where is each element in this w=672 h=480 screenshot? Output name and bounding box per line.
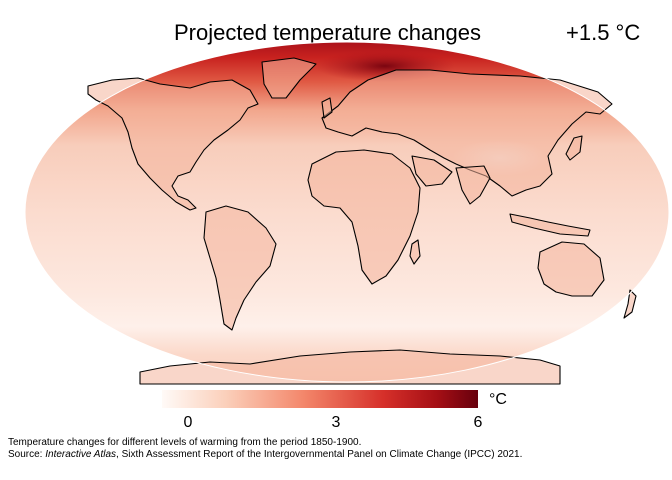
uk [321, 97, 333, 119]
map-border [24, 41, 670, 383]
australia [537, 241, 605, 297]
japan [565, 135, 583, 161]
continent-outlines [87, 57, 637, 385]
caption-source-atlas: Interactive Atlas [45, 449, 117, 460]
colorbar-tick-0: 0 [183, 414, 193, 431]
map-title: Projected temperature changes [174, 20, 481, 45]
new-zealand [623, 289, 637, 319]
warming-level-label: +1.5 °C [566, 20, 641, 45]
india [455, 165, 491, 205]
caption-source: Source: Interactive Atlas, Sixth Assessm… [8, 449, 522, 461]
indonesia [509, 213, 591, 237]
colorbar-gradient [162, 390, 478, 408]
greenland [261, 57, 317, 99]
eurasia [321, 69, 613, 197]
south-america [203, 205, 277, 331]
africa [307, 149, 421, 285]
colorbar-unit: °C [489, 391, 507, 408]
caption-source-prefix: Source: [8, 449, 46, 460]
colorbar-tick-6: 6 [473, 414, 483, 431]
colorbar [162, 390, 478, 408]
caption-source-rest: , Sixth Assessment Report of the Intergo… [116, 449, 523, 460]
arabian-peninsula [411, 155, 453, 187]
caption-description: Temperature changes for different levels… [8, 437, 362, 448]
colorbar-tick-3: 3 [331, 414, 341, 431]
madagascar [409, 239, 421, 265]
antarctica [139, 349, 561, 385]
north-america [87, 77, 259, 211]
